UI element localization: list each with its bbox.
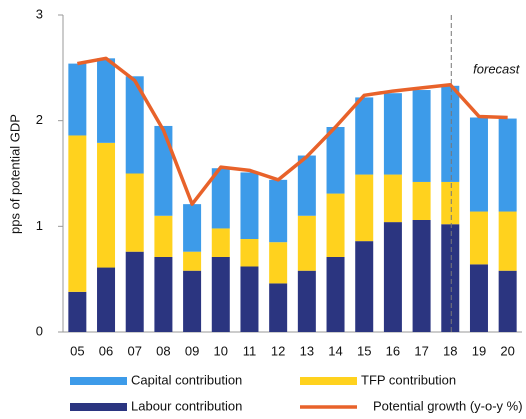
bar-segment xyxy=(240,239,259,267)
x-tick-label: 12 xyxy=(271,343,285,358)
forecast-label: forecast xyxy=(473,61,521,76)
legend-swatch xyxy=(70,377,127,385)
bar-segment xyxy=(355,174,374,242)
bar-segment xyxy=(97,267,116,332)
bar-segment xyxy=(498,270,517,332)
bar-segment xyxy=(211,168,230,229)
bar-segment xyxy=(412,181,431,220)
y-tick-label: 0 xyxy=(36,323,43,338)
bar-segment xyxy=(68,135,87,292)
bar-segment xyxy=(125,251,144,332)
x-tick-label: 19 xyxy=(472,343,486,358)
bar-segment xyxy=(125,76,144,174)
x-tick-label: 10 xyxy=(214,343,228,358)
x-tick-label: 20 xyxy=(500,343,514,358)
bar-segment xyxy=(68,63,87,136)
legend-swatch xyxy=(300,377,357,385)
x-tick-label: 16 xyxy=(386,343,400,358)
bar-segment xyxy=(355,97,374,175)
bar-segment xyxy=(183,251,202,271)
legend-label: Labour contribution xyxy=(131,398,242,413)
bar-segment xyxy=(154,215,173,257)
bar-segment xyxy=(441,85,460,182)
line xyxy=(77,56,508,206)
bar-segment xyxy=(211,228,230,257)
bar-segment xyxy=(125,173,144,252)
bar-segment xyxy=(355,241,374,332)
x-tick-label: 13 xyxy=(300,343,314,358)
bar-segment xyxy=(383,93,402,175)
bar-segment xyxy=(240,172,259,240)
bar-segment xyxy=(469,117,488,212)
x-tick-label: 15 xyxy=(357,343,371,358)
bar-segment xyxy=(183,204,202,252)
legend-label: Capital contribution xyxy=(131,372,242,387)
bar-segment xyxy=(154,256,173,332)
bar-segment xyxy=(412,90,431,182)
x-tick-label: 06 xyxy=(99,343,113,358)
bar-segment xyxy=(269,179,288,243)
bar-segment xyxy=(97,142,116,268)
bar-segment xyxy=(326,193,345,257)
bar-segment xyxy=(68,291,87,332)
y-axis-label: pps of potential GDP xyxy=(7,114,22,234)
bar-segment xyxy=(297,155,316,216)
bar-segment xyxy=(326,256,345,332)
bar-segment xyxy=(498,118,517,212)
bar-segment xyxy=(383,222,402,332)
y-tick-label: 2 xyxy=(36,112,43,127)
bar-segment xyxy=(269,242,288,284)
y-tick-label: 3 xyxy=(36,6,43,21)
legend-label: Potential growth (y-o-y %) xyxy=(373,398,523,413)
bar-segment xyxy=(326,127,345,194)
bar-segment xyxy=(269,283,288,332)
bar-segment xyxy=(211,256,230,332)
x-tick-label: 09 xyxy=(185,343,199,358)
legend-swatch xyxy=(70,403,127,411)
x-tick-label: 05 xyxy=(70,343,84,358)
x-tick-label: 07 xyxy=(127,343,141,358)
bar-segment xyxy=(412,219,431,332)
bar-segment xyxy=(383,174,402,223)
bar-segment xyxy=(441,224,460,332)
x-tick-label: 11 xyxy=(243,343,257,358)
bar-segment xyxy=(469,264,488,332)
x-tick-label: 14 xyxy=(328,343,342,358)
bar-segment xyxy=(441,181,460,225)
bar-segment xyxy=(498,211,517,271)
legend-label: TFP contribution xyxy=(361,372,456,387)
bar-segment xyxy=(183,270,202,332)
bar-segment xyxy=(297,215,316,271)
bar-segment xyxy=(240,266,259,332)
x-tick-label: 18 xyxy=(443,343,457,358)
bar-segment xyxy=(97,58,116,143)
bar-segment xyxy=(469,211,488,265)
y-tick-label: 1 xyxy=(36,218,43,233)
bar-segment xyxy=(154,125,173,216)
x-tick-label: 08 xyxy=(156,343,170,358)
bar-segment xyxy=(297,270,316,332)
x-tick-label: 17 xyxy=(414,343,428,358)
